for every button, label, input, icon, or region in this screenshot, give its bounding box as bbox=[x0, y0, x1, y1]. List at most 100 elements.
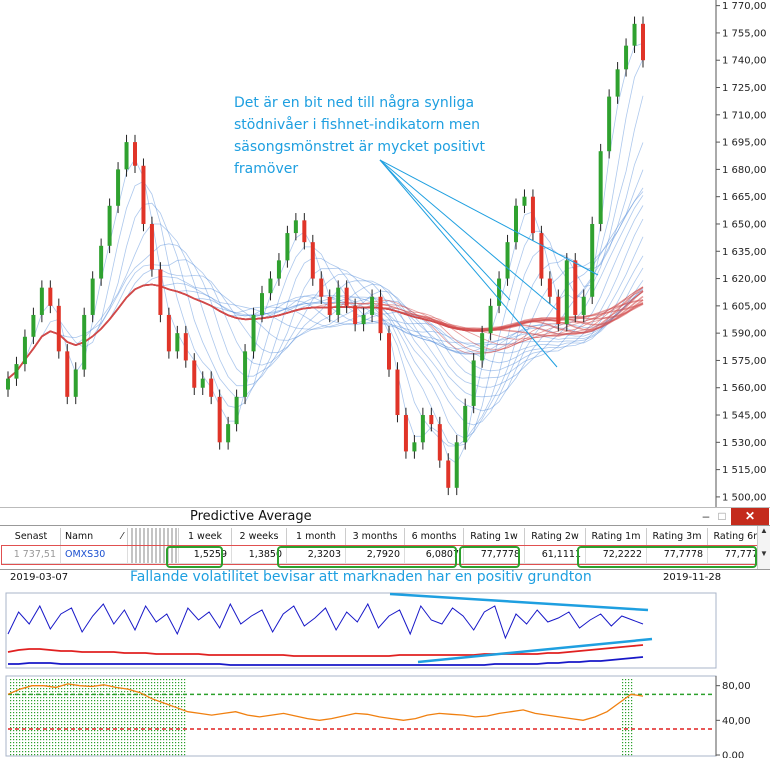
candle-body bbox=[268, 278, 273, 294]
minimize-button[interactable]: – bbox=[702, 509, 710, 523]
candle-body bbox=[149, 223, 154, 270]
annotation-line: säsongsmönstret är mycket positivt bbox=[234, 139, 486, 155]
candle-body bbox=[395, 369, 400, 416]
col-header-rating-1w[interactable]: Rating 1w bbox=[463, 528, 525, 546]
candle-body bbox=[344, 287, 349, 306]
y-tick-label: 1 590,00 bbox=[722, 329, 767, 340]
fishnet-line bbox=[7, 142, 644, 439]
col-header-namn[interactable]: Namn ⁄ bbox=[60, 528, 128, 546]
col-header-3-months[interactable]: 3 months bbox=[345, 528, 405, 546]
trend-line-lower bbox=[417, 637, 653, 664]
date-strip: 2019-03-07 Fallande volatilitet bevisar … bbox=[0, 568, 770, 588]
y-tick-label: 0,00 bbox=[722, 751, 744, 758]
y-tick-label: 1 605,00 bbox=[722, 301, 767, 312]
highlight-box bbox=[459, 546, 520, 568]
candle-body bbox=[158, 269, 163, 315]
col-header-2-weeks[interactable]: 2 weeks bbox=[231, 528, 287, 546]
highlight-box bbox=[577, 546, 757, 568]
volatility-chart bbox=[5, 592, 717, 669]
end-date: 2019-11-28 bbox=[663, 572, 722, 583]
candle-body bbox=[56, 305, 61, 352]
candle-body bbox=[31, 314, 36, 337]
candle-body bbox=[497, 278, 502, 306]
candle-body bbox=[336, 287, 341, 315]
col-header-6-months[interactable]: 6 months bbox=[404, 528, 464, 546]
candle-body bbox=[65, 351, 70, 397]
y-tick-label: 1 650,00 bbox=[722, 219, 767, 230]
y-tick-label: 1 680,00 bbox=[722, 165, 767, 176]
predictive-average-titlebar: Predictive Average – □ ✕ bbox=[0, 507, 770, 526]
col-header-rating-3m[interactable]: Rating 3m bbox=[646, 528, 708, 546]
volatility-series bbox=[7, 602, 644, 666]
col-header-rating-1m[interactable]: Rating 1m bbox=[585, 528, 647, 546]
panel-title: Predictive Average bbox=[190, 509, 312, 524]
candle-body bbox=[141, 165, 146, 224]
y-tick-label: 1 740,00 bbox=[722, 56, 767, 67]
y-tick-label: 1 500,00 bbox=[722, 492, 767, 503]
col-header-label: Namn bbox=[65, 531, 94, 542]
candle-body bbox=[598, 151, 603, 224]
price-chart: 1 770,00 1 755,00 1 740,00 1 725,00 1 710,00… bbox=[6, 0, 767, 508]
col-header-1-week[interactable]: 1 week bbox=[178, 528, 232, 546]
annotation-line: Det är en bit ned till några synliga bbox=[234, 94, 474, 111]
candle-body bbox=[361, 314, 366, 325]
sort-icon: ⁄ bbox=[121, 531, 123, 542]
y-tick-label: 1 530,00 bbox=[722, 438, 767, 449]
fishnet-line bbox=[7, 283, 644, 380]
candle-body bbox=[133, 142, 137, 166]
y-tick-label: 1 635,00 bbox=[722, 247, 767, 258]
cell-2-weeks: 1,3850 bbox=[231, 545, 287, 564]
candle-body bbox=[488, 305, 493, 334]
col-header-senast[interactable]: Senast bbox=[2, 528, 61, 546]
candle-body bbox=[22, 336, 27, 365]
candle-body bbox=[505, 242, 510, 279]
fishnet-indicator-lines bbox=[7, 42, 644, 465]
y-tick-label: 1 770,00 bbox=[722, 1, 767, 12]
candle-body bbox=[522, 196, 527, 206]
candle-body bbox=[624, 45, 629, 70]
volatility-line bbox=[7, 602, 644, 640]
candle-body bbox=[514, 205, 518, 243]
rating-table: Senast Namn ⁄ 1 week 2 weeks 1 month 3 m… bbox=[0, 525, 770, 570]
fishnet-line bbox=[7, 187, 644, 412]
candle-body bbox=[539, 233, 544, 279]
candle-body bbox=[6, 378, 10, 390]
col-header-1-month[interactable]: 1 month bbox=[286, 528, 346, 546]
candle-body bbox=[183, 333, 188, 361]
candle-body bbox=[302, 220, 307, 243]
candle-body bbox=[412, 442, 417, 452]
y-tick-label: 1 725,00 bbox=[722, 83, 767, 94]
volatility-annotation: Fallande volatilitet bevisar att marknad… bbox=[130, 569, 592, 585]
close-button[interactable]: ✕ bbox=[731, 508, 769, 525]
trend-line-upper bbox=[389, 592, 649, 612]
candle-body bbox=[73, 369, 78, 397]
cell-rating-2w: 61,1111 bbox=[524, 545, 586, 564]
vertical-scrollbar[interactable]: ▲ ▼ bbox=[757, 526, 770, 569]
y-tick-label: 1 755,00 bbox=[722, 28, 767, 39]
highlight-box bbox=[277, 546, 457, 568]
candle-body bbox=[99, 245, 104, 279]
candle-body bbox=[116, 169, 121, 206]
annotation-line: framöver bbox=[234, 161, 298, 177]
oscillator-line bbox=[7, 683, 644, 721]
col-header-rating-2w[interactable]: Rating 2w bbox=[524, 528, 586, 546]
candle-body bbox=[234, 396, 239, 425]
scroll-up-icon[interactable]: ▲ bbox=[760, 526, 768, 535]
annotation-arrows bbox=[379, 159, 599, 368]
fishnet-line bbox=[7, 42, 644, 465]
price-axis: 1 770,00 1 755,00 1 740,00 1 725,00 1 710,00… bbox=[715, 0, 767, 508]
candle-body bbox=[82, 314, 87, 370]
candle-body bbox=[387, 333, 391, 370]
oscillator-axis: 80,00 40,00 0,00 bbox=[715, 676, 751, 758]
y-tick-label: 1 665,00 bbox=[722, 192, 767, 203]
oscillator-chart: 80,00 40,00 0,00 bbox=[5, 675, 751, 758]
maximize-button[interactable]: □ bbox=[718, 509, 726, 523]
candle-body bbox=[471, 360, 476, 406]
cell-senast: 1 737,51 bbox=[2, 545, 61, 564]
scroll-down-icon[interactable]: ▼ bbox=[760, 549, 768, 558]
candle-body bbox=[378, 296, 383, 334]
candle-body bbox=[590, 223, 595, 297]
y-tick-label: 1 545,00 bbox=[722, 411, 767, 422]
candle-body bbox=[564, 260, 569, 325]
fishnet-line bbox=[7, 58, 644, 447]
